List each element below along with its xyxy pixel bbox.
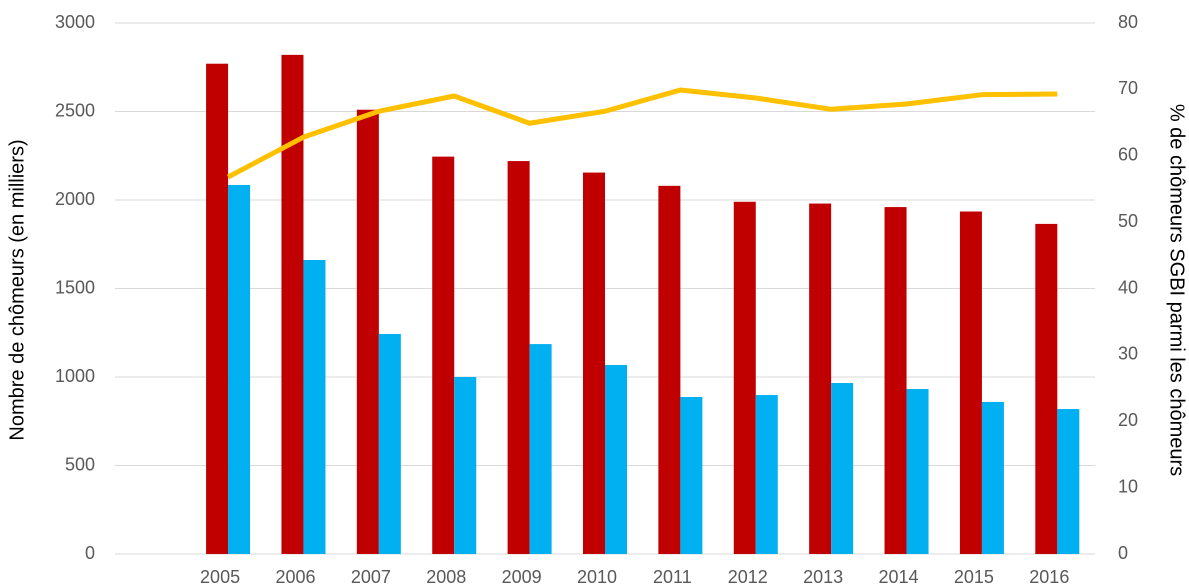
y-tick-label: 1000 <box>55 366 95 386</box>
y-tick-label: 3000 <box>55 12 95 32</box>
bar <box>378 333 401 554</box>
x-tick-label: 2009 <box>502 567 542 586</box>
x-tick-label: 2014 <box>879 567 919 586</box>
y2-tick-label: 70 <box>1118 78 1138 98</box>
bar <box>906 389 929 554</box>
bar <box>432 156 455 554</box>
bar <box>959 211 982 554</box>
bar <box>733 201 756 554</box>
bar <box>981 401 1004 554</box>
bar <box>831 383 854 554</box>
y2-tick-label: 50 <box>1118 211 1138 231</box>
bar <box>303 260 326 554</box>
bar <box>809 203 832 555</box>
y2-tick-label: 60 <box>1118 145 1138 165</box>
bar <box>680 397 703 554</box>
line <box>226 87 1058 180</box>
y2-tick-label: 80 <box>1118 12 1138 32</box>
x-tick-label: 2005 <box>200 567 240 586</box>
x-tick-label: 2015 <box>954 567 994 586</box>
y2-tick-label: 30 <box>1118 344 1138 364</box>
y-tick-label: 0 <box>85 543 95 563</box>
y-tick-label: 2000 <box>55 189 95 209</box>
x-tick-label: 2012 <box>728 567 768 586</box>
y-tick-label: 1500 <box>55 277 95 297</box>
bar <box>281 54 304 555</box>
x-tick-label: 2013 <box>803 567 843 586</box>
bar <box>658 185 681 554</box>
y-tick-label: 2500 <box>55 100 95 120</box>
x-tick-label: 2006 <box>275 567 315 586</box>
x-tick-label: 2011 <box>653 567 692 586</box>
y-tick-label: 500 <box>65 454 95 474</box>
x-tick-label: 2016 <box>1029 567 1069 586</box>
bar <box>228 184 251 554</box>
bar <box>1057 409 1080 554</box>
x-tick-label: 2008 <box>426 567 466 586</box>
bar <box>206 63 229 555</box>
y2-tick-label: 20 <box>1118 410 1138 430</box>
bar <box>884 207 907 554</box>
y2-tick-label: 40 <box>1118 277 1138 297</box>
x-tick-label: 2007 <box>351 567 391 586</box>
y2-axis-title: % de chômeurs SGBI parmi les chômeurs <box>1166 104 1188 476</box>
bar <box>529 344 552 554</box>
y2-tick-label: 0 <box>1118 543 1128 563</box>
bar <box>755 395 778 554</box>
bar <box>507 161 530 554</box>
x-tick-label: 2010 <box>577 567 617 586</box>
bar <box>454 377 477 554</box>
bar <box>605 364 627 554</box>
y2-tick-label: 10 <box>1118 476 1138 496</box>
bar <box>583 172 605 554</box>
bar <box>1035 223 1058 554</box>
bar <box>356 109 379 554</box>
y-axis-title: Nombre de chômeurs (en milliers) <box>6 139 28 440</box>
